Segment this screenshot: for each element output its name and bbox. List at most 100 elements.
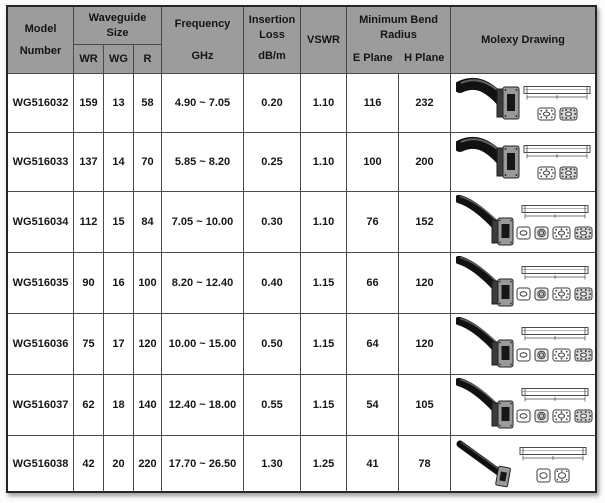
ring-flange-drawing [534, 287, 549, 301]
drawing-group [516, 387, 593, 423]
cell-e-plane: 66 [347, 253, 399, 313]
cell-r: 120 [134, 314, 162, 374]
dots-flange-drawing [552, 348, 571, 362]
cell-molexy-drawing [451, 133, 599, 191]
flange-drawings [516, 226, 593, 240]
waveguide-spec-table: Model Number Waveguide Size WR WG R Freq… [6, 5, 597, 493]
cell-frequency: 7.05 ~ 10.00 [162, 192, 244, 252]
cell-insertion-loss: 0.20 [244, 74, 301, 132]
header-insertion-loss: Insertion Loss dB/m [244, 7, 301, 73]
flange-drawings [537, 107, 578, 121]
drawing-group [518, 446, 588, 483]
oval-flange-drawing [516, 409, 531, 423]
cell-r: 58 [134, 74, 162, 132]
cell-wr: 112 [74, 192, 104, 252]
header-vswr: VSWR [301, 7, 347, 73]
cell-vswr: 1.10 [301, 192, 347, 252]
header-insertion-line1: Insertion [248, 14, 296, 26]
drawing-group [516, 265, 593, 301]
header-h-plane: H Plane [404, 52, 445, 65]
cell-frequency: 17.70 ~ 26.50 [162, 436, 244, 492]
table-row: WG516038 42 20 220 17.70 ~ 26.50 1.30 1.… [8, 435, 595, 492]
cell-wg: 16 [104, 253, 134, 313]
side-view-drawing [518, 446, 588, 465]
oval-flange-drawing [516, 226, 531, 240]
flex-waveguide-photo [456, 256, 516, 310]
flex-waveguide-photo [456, 195, 516, 249]
header-molexy-drawing: Molexy Drawing [481, 33, 565, 46]
header-waveguide-size: Waveguide Size [74, 7, 162, 45]
flex-waveguide-photo [456, 378, 516, 432]
dots-flange-drawing [537, 107, 556, 121]
header-e-plane: E Plane [352, 52, 393, 65]
header-min-bend-radius: Minimum Bend Radius E Plane H Plane [347, 7, 451, 73]
header-frequency: Frequency GHz [162, 7, 244, 73]
cell-wr: 159 [74, 74, 104, 132]
side-view-drawing [522, 144, 592, 163]
flex-waveguide-photo [456, 439, 516, 489]
table-row: WG516032 159 13 58 4.90 ~ 7.05 0.20 1.10… [8, 74, 595, 132]
cell-frequency: 5.85 ~ 8.20 [162, 133, 244, 191]
table-row: WG516034 112 15 84 7.05 ~ 10.00 0.30 1.1… [8, 191, 595, 252]
header-frequency-label: Frequency [174, 18, 231, 30]
dots-flange-drawing [552, 409, 571, 423]
side-view-drawing [520, 204, 590, 223]
header-model-line1: Model [24, 22, 57, 35]
header-wr: WR [74, 45, 104, 73]
header-planes: E Plane H Plane [347, 51, 450, 66]
cell-insertion-loss: 0.40 [244, 253, 301, 313]
cell-e-plane: 100 [347, 133, 399, 191]
cell-h-plane: 232 [399, 74, 451, 132]
cell-r: 220 [134, 436, 162, 492]
oval-flange-drawing [516, 348, 531, 362]
side-view-drawing [520, 326, 590, 345]
side-view-drawing [522, 85, 592, 104]
cell-wg: 15 [104, 192, 134, 252]
header-frequency-unit: GHz [191, 50, 214, 63]
cell-wr: 90 [74, 253, 104, 313]
flange-drawings [536, 468, 570, 483]
header-min-bend-line1: Minimum Bend [359, 14, 438, 26]
drawing-group [516, 326, 593, 362]
cell-frequency: 4.90 ~ 7.05 [162, 74, 244, 132]
dots-flange-drawing [552, 287, 571, 301]
cell-vswr: 1.15 [301, 253, 347, 313]
cell-insertion-loss: 0.30 [244, 192, 301, 252]
cell-insertion-loss: 0.50 [244, 314, 301, 374]
table-body: WG516032 159 13 58 4.90 ~ 7.05 0.20 1.10… [8, 74, 595, 492]
cell-e-plane: 54 [347, 375, 399, 435]
table-row: WG516037 62 18 140 12.40 ~ 18.00 0.55 1.… [8, 374, 595, 435]
side-view-drawing [520, 265, 590, 284]
flex-waveguide-photo [456, 77, 522, 129]
flange-drawings [537, 166, 578, 180]
cell-insertion-loss: 0.25 [244, 133, 301, 191]
cell-vswr: 1.25 [301, 436, 347, 492]
cell-model: WG516036 [8, 314, 74, 374]
header-waveguide-line2: Size [106, 26, 129, 39]
cell-e-plane: 76 [347, 192, 399, 252]
cell-molexy-drawing [451, 314, 600, 374]
cell-r: 140 [134, 375, 162, 435]
cell-vswr: 1.15 [301, 375, 347, 435]
cell-frequency: 12.40 ~ 18.00 [162, 375, 244, 435]
dots-flange-drawing [552, 226, 571, 240]
cell-r: 70 [134, 133, 162, 191]
dense-flange-drawing [574, 287, 593, 301]
cell-e-plane: 116 [347, 74, 399, 132]
header-insertion-label: Insertion Loss [249, 13, 295, 44]
header-insertion-line2: Loss [259, 29, 285, 42]
cell-molexy-drawing [451, 436, 595, 492]
cell-molexy-drawing [451, 375, 600, 435]
ring-flange-drawing [534, 226, 549, 240]
header-waveguide-line1: Waveguide [88, 11, 147, 24]
cell-wg: 20 [104, 436, 134, 492]
dense-flange-drawing [559, 166, 578, 180]
round-ring-flange-drawing [554, 468, 570, 483]
cell-molexy-drawing [451, 253, 600, 313]
cell-model: WG516038 [8, 436, 74, 492]
flex-waveguide-photo [456, 136, 522, 188]
cell-model: WG516035 [8, 253, 74, 313]
header-insertion-unit: dB/m [258, 50, 286, 63]
dense-flange-drawing [574, 226, 593, 240]
cell-wg: 14 [104, 133, 134, 191]
